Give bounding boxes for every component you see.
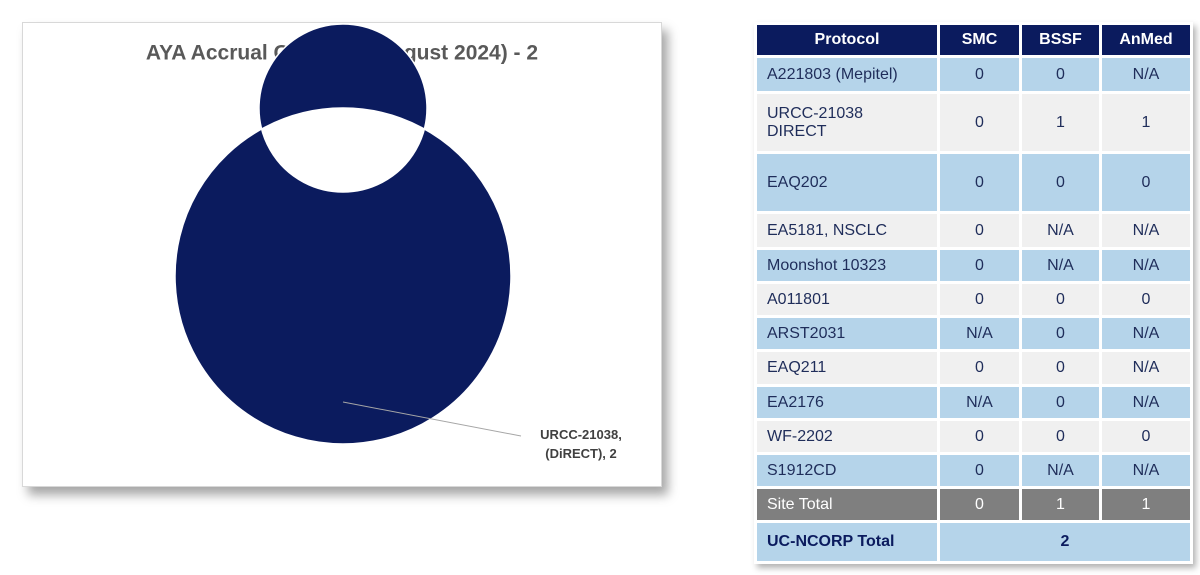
column-header: AnMed (1099, 22, 1193, 58)
cell: 0 (1019, 315, 1102, 352)
cell: N/A (937, 315, 1022, 352)
chart-panel: AYA Accrual GY6 YTD (August 2024) - 2 UR… (22, 22, 662, 487)
cell: 0 (1019, 384, 1102, 421)
protocol-cell: EAQ211 (754, 349, 940, 387)
cell: 0 (937, 281, 1022, 318)
total-label: Site Total (754, 486, 940, 523)
column-header: BSSF (1019, 22, 1102, 58)
cell: 0 (1019, 418, 1102, 455)
cell: 0 (1019, 151, 1102, 214)
cell: 0 (937, 418, 1022, 455)
protocol-cell: A221803 (Mepitel) (754, 55, 940, 94)
table-row: A221803 (Mepitel) 0 0 N/A (754, 55, 1193, 94)
table-row: S1912CD 0 N/A N/A (754, 452, 1193, 489)
cell: 0 (1099, 151, 1193, 214)
cell: N/A (1099, 247, 1193, 284)
cell: N/A (1099, 55, 1193, 94)
cell: 1 (1019, 91, 1102, 154)
column-header: SMC (937, 22, 1022, 58)
grand-total-label: UC-NCORP Total (754, 520, 940, 564)
cell: 0 (1099, 281, 1193, 318)
cell: 0 (1019, 349, 1102, 387)
header-row: Protocol SMC BSSF AnMed (754, 22, 1193, 58)
cell: N/A (1099, 384, 1193, 421)
cell: N/A (937, 384, 1022, 421)
cell: 0 (937, 349, 1022, 387)
cell: 0 (937, 211, 1022, 250)
donut-slice (174, 23, 512, 445)
protocol-cell: ARST2031 (754, 315, 940, 352)
cell: 0 (1019, 281, 1102, 318)
protocol-cell: S1912CD (754, 452, 940, 489)
cell: N/A (1099, 349, 1193, 387)
protocol-cell: EA5181, NSCLC (754, 211, 940, 250)
protocol-cell: WF-2202 (754, 418, 940, 455)
cell: 0 (937, 151, 1022, 214)
cell: 0 (937, 91, 1022, 154)
cell: N/A (1019, 211, 1102, 250)
accrual-table: Protocol SMC BSSF AnMed A221803 (Mepitel) 0 0… (754, 22, 1193, 564)
leader-line (342, 401, 522, 437)
table-row: ARST2031 N/A 0 N/A (754, 315, 1193, 352)
cell: 1 (1099, 91, 1193, 154)
cell: 0 (1019, 55, 1102, 94)
table-row: WF-2202 0 0 0 (754, 418, 1193, 455)
site-total-row: Site Total 0 1 1 (754, 486, 1193, 523)
table-row: EAQ211 0 0 N/A (754, 349, 1193, 387)
protocol-cell: A011801 (754, 281, 940, 318)
total-cell: 1 (1019, 486, 1102, 523)
cell: 0 (937, 55, 1022, 94)
cell: N/A (1099, 211, 1193, 250)
cell: N/A (1099, 452, 1193, 489)
column-header: Protocol (754, 22, 940, 58)
protocol-cell: URCC-21038 DIRECT (754, 91, 940, 154)
cell: 0 (1099, 418, 1193, 455)
table-row: Moonshot 10323 0 N/A N/A (754, 247, 1193, 284)
label-value: 2 (609, 446, 617, 461)
table-row: EA5181, NSCLC 0 N/A N/A (754, 211, 1193, 250)
protocol-cell: EA2176 (754, 384, 940, 421)
data-label: URCC-21038, (DiRECT), 2 (540, 427, 622, 461)
total-cell: 1 (1099, 486, 1193, 523)
table-row: A011801 0 0 0 (754, 281, 1193, 318)
table-row: URCC-21038 DIRECT 0 1 1 (754, 91, 1193, 154)
grand-total-value: 2 (937, 520, 1193, 564)
cell: 0 (937, 247, 1022, 284)
cell: N/A (1019, 247, 1102, 284)
protocol-cell: Moonshot 10323 (754, 247, 940, 284)
label-category: URCC-21038, (DiRECT) (540, 427, 622, 461)
protocol-cell: EAQ202 (754, 151, 940, 214)
cell: N/A (1099, 315, 1193, 352)
cell: N/A (1019, 452, 1102, 489)
cell: 0 (937, 452, 1022, 489)
table-row: EAQ202 0 0 0 (754, 151, 1193, 214)
grand-total-row: UC-NCORP Total 2 (754, 520, 1193, 564)
chart: AYA Accrual GY6 YTD (August 2024) - 2 (146, 23, 538, 445)
table-row: EA2176 N/A 0 N/A (754, 384, 1193, 421)
total-cell: 0 (937, 486, 1022, 523)
